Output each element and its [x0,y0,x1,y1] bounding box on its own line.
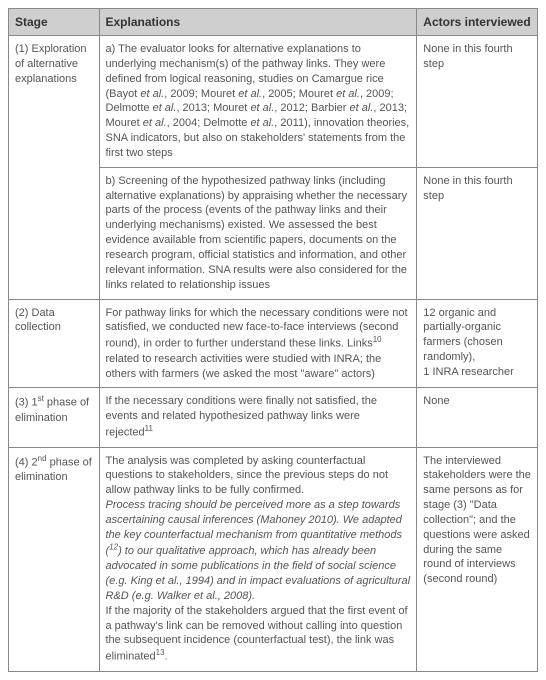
explanation-cell: a) The evaluator looks for alternative e… [99,36,417,168]
italic-run: et al. [336,88,360,100]
italic-run: et al. [250,102,274,114]
italic-run: et al. [153,102,177,114]
text-run: , 2012; Barbier [274,102,349,114]
text-run: , 2009; Mouret [164,88,238,100]
stage-cell: (1) Exploration of alternative explanati… [9,36,100,300]
methodology-table: Stage Explanations Actors interviewed (1… [8,8,538,672]
text-run: For pathway links for which the necessar… [106,307,408,350]
italic-run: et al. [140,88,164,100]
header-explanations: Explanations [99,9,417,36]
text-run: (4) 2 [15,456,38,468]
italic-run: et al. [143,117,167,129]
actors-cell: None [417,388,538,447]
explanation-cell: For pathway links for which the necessar… [99,299,417,388]
table-row: (3) 1st phase of elimination If the nece… [9,388,538,447]
explanation-cell: The analysis was completed by asking cou… [99,447,417,671]
italic-run: et al. [350,102,374,114]
header-actors: Actors interviewed [417,9,538,36]
actors-cell: The interviewed stakeholders were the sa… [417,447,538,671]
footnote-ref: 11 [145,424,153,433]
footnote-ref: 10 [373,335,382,344]
text-run: (3) 1 [15,397,38,409]
italic-run: et al. [238,88,262,100]
footnote-ref: 12 [109,543,118,552]
text-run: If the majority of the stakeholders argu… [106,605,408,663]
actors-cell: None in this fourth step [417,167,538,299]
footnote-ref: 13 [156,648,165,657]
table-row: (2) Data collection For pathway links fo… [9,299,538,388]
text-run: 1 INRA researcher [423,366,513,378]
text-run: ) to our qualitative approach, which has… [106,545,411,602]
text-run: 12 organic and partially-organic farmers… [423,307,502,364]
text-run: . [165,651,168,663]
explanation-cell: If the necessary conditions were finally… [99,388,417,447]
actors-cell: None in this fourth step [417,36,538,168]
stage-cell: (4) 2nd phase of elimination [9,447,100,671]
italic-run: et al. [250,117,274,129]
text-run: related to research activities were stud… [106,353,382,380]
text-run: , 2013; Mouret [176,102,250,114]
italic-block: Process tracing should be perceived more… [106,499,411,602]
header-row: Stage Explanations Actors interviewed [9,9,538,36]
actors-cell: 12 organic and partially-organic farmers… [417,299,538,388]
header-stage: Stage [9,9,100,36]
table-row: (4) 2nd phase of elimination The analysi… [9,447,538,671]
table-row: (1) Exploration of alternative explanati… [9,36,538,168]
stage-cell: (2) Data collection [9,299,100,388]
text-run: , 2004; Delmotte [167,117,251,129]
text-run: The analysis was completed by asking cou… [106,455,389,497]
explanation-cell: b) Screening of the hypothesized pathway… [99,167,417,299]
text-run: , 2005; Mouret [262,88,336,100]
ordinal-sup: nd [38,454,47,463]
stage-cell: (3) 1st phase of elimination [9,388,100,447]
